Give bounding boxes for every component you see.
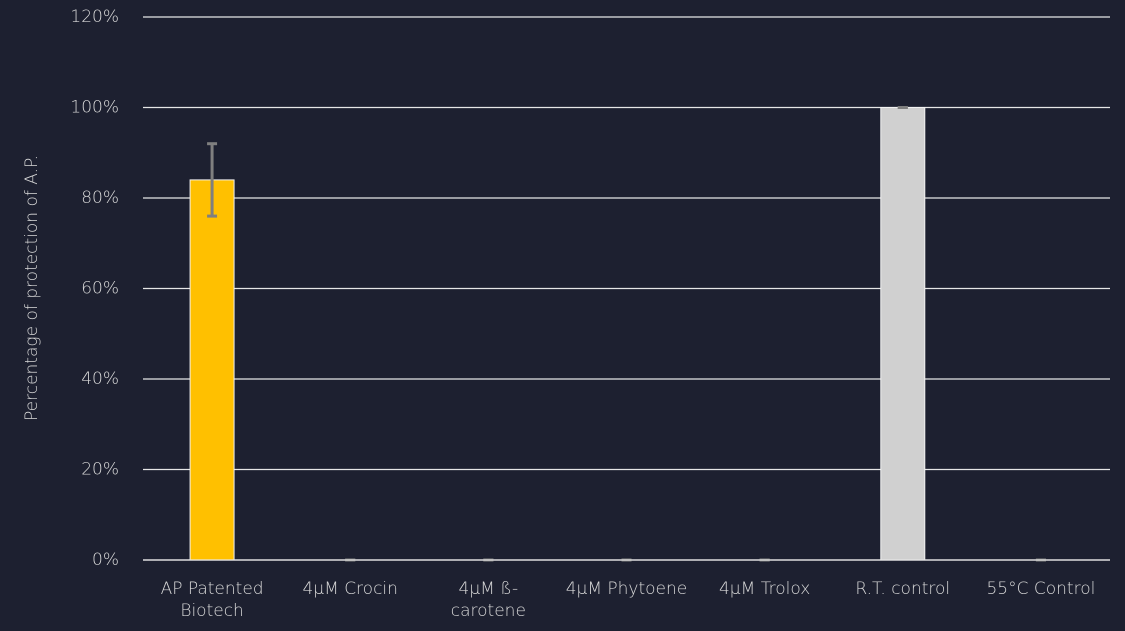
y-tick-label: 20% <box>81 460 119 480</box>
bar <box>189 179 235 561</box>
x-tick-label: 4µM ß-carotene <box>450 579 526 621</box>
x-tick-label: 4µM Trolox <box>718 579 811 599</box>
y-tick-label: 80% <box>81 188 119 208</box>
x-tick-label: AP Patented Biotech <box>160 579 264 621</box>
y-tick-label: 60% <box>81 279 119 299</box>
y-tick-label: 0% <box>92 550 119 570</box>
error-bar <box>207 142 218 218</box>
y-tick-label: 120% <box>70 7 119 27</box>
y-tick-label: 40% <box>81 369 119 389</box>
x-tick-label: R.T. control <box>855 579 951 599</box>
y-tick-label: 100% <box>70 98 119 118</box>
x-tick-label: 4µM Crocin <box>302 579 398 599</box>
x-tick-label: 4µM Phytoene <box>565 579 688 599</box>
bar <box>880 107 926 561</box>
x-tick-label: 55°C Control <box>986 579 1096 599</box>
y-axis-label: Percentage of protection of A.P. <box>22 155 42 421</box>
